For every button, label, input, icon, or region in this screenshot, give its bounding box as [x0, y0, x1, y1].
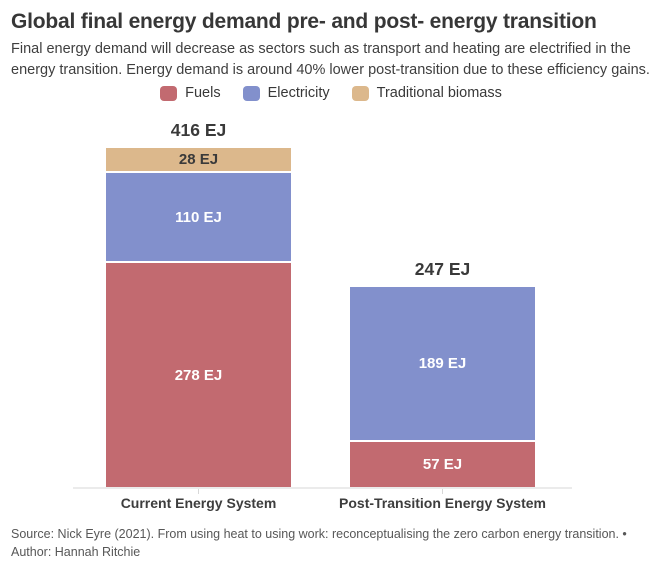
segment-value-label: 278 EJ [174, 367, 223, 385]
bar-segment-fuels[interactable]: 57 EJ [350, 441, 535, 488]
bar-segment-fuels[interactable]: 278 EJ [106, 263, 291, 488]
x-axis-label-current: Current Energy System [120, 495, 277, 511]
legend-item-traditional-biomass[interactable]: Traditional biomass [351, 85, 502, 101]
footer-note: Source: Nick Eyre (2021). From using hea… [11, 525, 654, 561]
fuels-swatch-icon [160, 85, 178, 101]
chart-title: Global final energy demand pre- and post… [11, 10, 597, 33]
x-axis-tick [198, 489, 199, 494]
bar-post-transition-energy-system: 189 EJ 57 EJ [350, 287, 535, 488]
segment-value-label: 57 EJ [422, 456, 463, 474]
author-line: Author: Hannah Ritchie [11, 545, 141, 560]
x-axis-line [73, 487, 572, 489]
chart-subtitle: Final energy demand will decrease as sec… [11, 41, 650, 78]
electricity-swatch-icon [242, 85, 260, 101]
x-axis-label-post-transition: Post-Transition Energy System [339, 495, 546, 511]
bar-segment-electricity[interactable]: 189 EJ [350, 287, 535, 440]
legend-label: Fuels [185, 85, 221, 101]
bar-segment-traditional-biomass[interactable]: 28 EJ [106, 148, 291, 171]
traditional-biomass-swatch-icon [351, 85, 369, 101]
segment-value-label: 189 EJ [418, 355, 467, 373]
legend-item-fuels[interactable]: Fuels [160, 85, 221, 101]
bar-current-energy-system: 28 EJ 110 EJ 278 EJ [106, 148, 291, 488]
bar-segment-electricity[interactable]: 110 EJ [106, 172, 291, 262]
bar-total-label-post-transition: 247 EJ [414, 259, 471, 280]
source-line: Source: Nick Eyre (2021). From using hea… [11, 527, 627, 541]
x-axis-tick [442, 489, 443, 494]
legend-label: Electricity [267, 85, 330, 101]
segment-value-label: 28 EJ [178, 150, 219, 168]
legend: Fuels Electricity Traditional biomass [0, 85, 662, 101]
legend-label: Traditional biomass [376, 85, 502, 101]
legend-item-electricity[interactable]: Electricity [242, 85, 330, 101]
bar-total-label-current: 416 EJ [170, 120, 227, 140]
segment-value-label: 110 EJ [175, 208, 222, 226]
